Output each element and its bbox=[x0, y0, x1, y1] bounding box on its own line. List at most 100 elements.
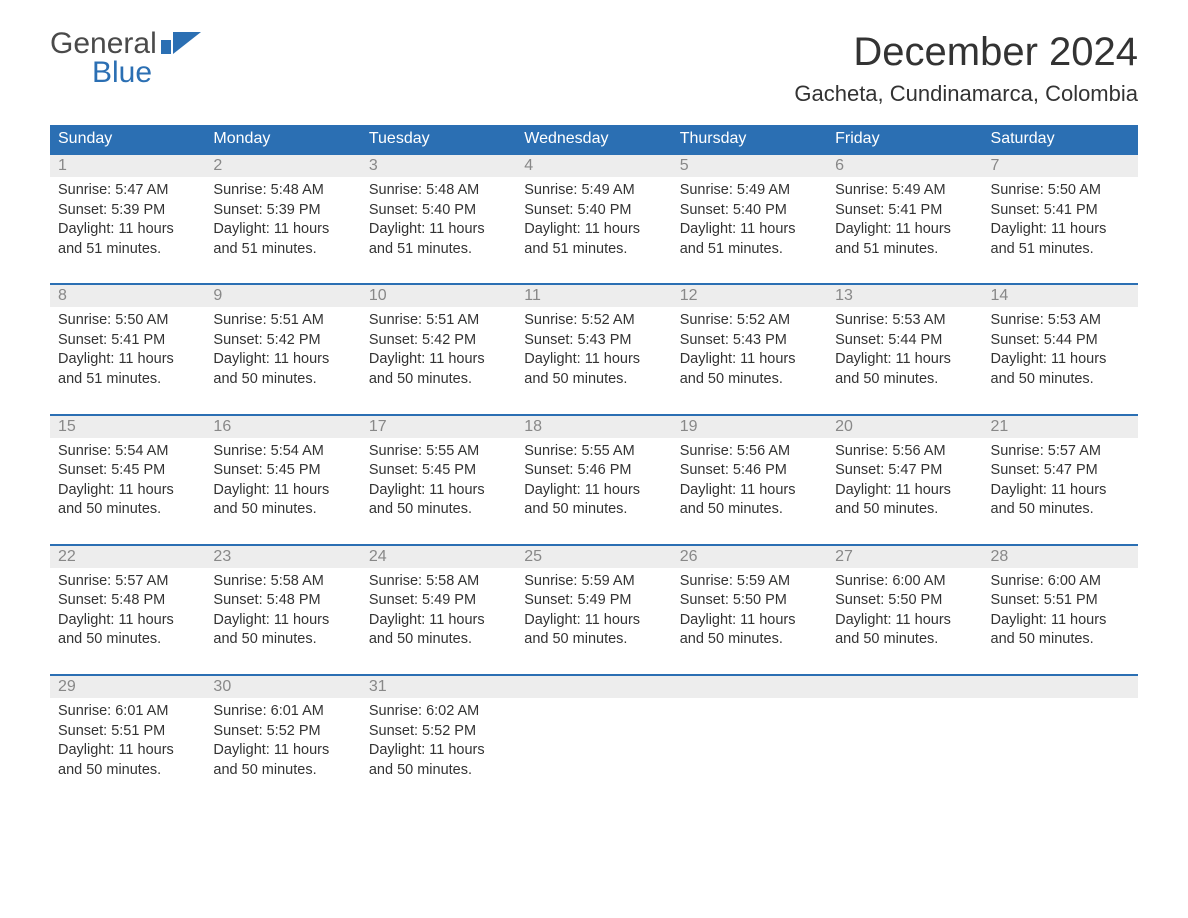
sunrise-text: Sunrise: 5:55 AM bbox=[524, 442, 663, 462]
daylight-line1: Daylight: 11 hours bbox=[369, 350, 508, 370]
day-number: 17 bbox=[361, 415, 516, 438]
daylight-line1: Daylight: 11 hours bbox=[58, 741, 197, 761]
daylight-line1: Daylight: 11 hours bbox=[680, 350, 819, 370]
daylight-line1: Daylight: 11 hours bbox=[524, 611, 663, 631]
sunset-text: Sunset: 5:51 PM bbox=[58, 722, 197, 742]
sunrise-text: Sunrise: 5:48 AM bbox=[369, 181, 508, 201]
day-number: 11 bbox=[516, 284, 671, 307]
week-daynum-row: 22232425262728 bbox=[50, 545, 1138, 568]
daylight-line1: Daylight: 11 hours bbox=[369, 481, 508, 501]
daylight-line1: Daylight: 11 hours bbox=[369, 741, 508, 761]
calendar-table: Sunday Monday Tuesday Wednesday Thursday… bbox=[50, 125, 1138, 804]
day-number: 8 bbox=[50, 284, 205, 307]
sunrise-text: Sunrise: 5:56 AM bbox=[680, 442, 819, 462]
sunset-text: Sunset: 5:39 PM bbox=[58, 201, 197, 221]
day-cell: Sunrise: 5:53 AMSunset: 5:44 PMDaylight:… bbox=[827, 307, 982, 414]
daylight-line1: Daylight: 11 hours bbox=[524, 220, 663, 240]
daylight-line2: and 50 minutes. bbox=[524, 370, 663, 390]
sunrise-text: Sunrise: 5:52 AM bbox=[680, 311, 819, 331]
day-cell: Sunrise: 5:59 AMSunset: 5:50 PMDaylight:… bbox=[672, 568, 827, 675]
day-number: 29 bbox=[50, 675, 205, 698]
sunset-text: Sunset: 5:49 PM bbox=[524, 591, 663, 611]
week-daynum-row: 293031 bbox=[50, 675, 1138, 698]
daylight-line1: Daylight: 11 hours bbox=[680, 611, 819, 631]
daylight-line2: and 50 minutes. bbox=[213, 630, 352, 650]
day-cell: Sunrise: 5:49 AMSunset: 5:40 PMDaylight:… bbox=[516, 177, 671, 284]
sunset-text: Sunset: 5:41 PM bbox=[991, 201, 1130, 221]
daylight-line2: and 50 minutes. bbox=[213, 370, 352, 390]
daylight-line1: Daylight: 11 hours bbox=[835, 220, 974, 240]
day-cell: Sunrise: 5:54 AMSunset: 5:45 PMDaylight:… bbox=[205, 438, 360, 545]
daylight-line2: and 51 minutes. bbox=[369, 240, 508, 260]
sunrise-text: Sunrise: 5:51 AM bbox=[369, 311, 508, 331]
day-number: 28 bbox=[983, 545, 1138, 568]
daylight-line1: Daylight: 11 hours bbox=[680, 481, 819, 501]
sunrise-text: Sunrise: 5:49 AM bbox=[524, 181, 663, 201]
daylight-line1: Daylight: 11 hours bbox=[369, 611, 508, 631]
day-cell: Sunrise: 5:48 AMSunset: 5:40 PMDaylight:… bbox=[361, 177, 516, 284]
week-daynum-row: 891011121314 bbox=[50, 284, 1138, 307]
day-cell: Sunrise: 5:57 AMSunset: 5:48 PMDaylight:… bbox=[50, 568, 205, 675]
sunrise-text: Sunrise: 6:00 AM bbox=[835, 572, 974, 592]
day-cell: Sunrise: 5:58 AMSunset: 5:48 PMDaylight:… bbox=[205, 568, 360, 675]
location-subtitle: Gacheta, Cundinamarca, Colombia bbox=[794, 81, 1138, 107]
logo: General Blue bbox=[50, 30, 201, 87]
day-number: 19 bbox=[672, 415, 827, 438]
sunset-text: Sunset: 5:48 PM bbox=[58, 591, 197, 611]
sunset-text: Sunset: 5:40 PM bbox=[369, 201, 508, 221]
daylight-line2: and 50 minutes. bbox=[58, 630, 197, 650]
day-cell: Sunrise: 5:53 AMSunset: 5:44 PMDaylight:… bbox=[983, 307, 1138, 414]
sunrise-text: Sunrise: 5:57 AM bbox=[58, 572, 197, 592]
sunrise-text: Sunrise: 6:01 AM bbox=[58, 702, 197, 722]
sunrise-text: Sunrise: 5:58 AM bbox=[213, 572, 352, 592]
daylight-line2: and 50 minutes. bbox=[991, 630, 1130, 650]
daylight-line1: Daylight: 11 hours bbox=[991, 350, 1130, 370]
daylight-line2: and 50 minutes. bbox=[369, 761, 508, 781]
sunrise-text: Sunrise: 5:50 AM bbox=[58, 311, 197, 331]
daylight-line2: and 51 minutes. bbox=[524, 240, 663, 260]
sunset-text: Sunset: 5:48 PM bbox=[213, 591, 352, 611]
daylight-line2: and 50 minutes. bbox=[680, 630, 819, 650]
daylight-line1: Daylight: 11 hours bbox=[680, 220, 819, 240]
daylight-line2: and 50 minutes. bbox=[524, 630, 663, 650]
sunset-text: Sunset: 5:45 PM bbox=[58, 461, 197, 481]
week-content-row: Sunrise: 5:50 AMSunset: 5:41 PMDaylight:… bbox=[50, 307, 1138, 414]
day-cell: Sunrise: 5:57 AMSunset: 5:47 PMDaylight:… bbox=[983, 438, 1138, 545]
day-number: 24 bbox=[361, 545, 516, 568]
col-saturday: Saturday bbox=[983, 125, 1138, 154]
sunrise-text: Sunrise: 6:00 AM bbox=[991, 572, 1130, 592]
week-content-row: Sunrise: 5:57 AMSunset: 5:48 PMDaylight:… bbox=[50, 568, 1138, 675]
day-number: 20 bbox=[827, 415, 982, 438]
sunset-text: Sunset: 5:43 PM bbox=[524, 331, 663, 351]
sunrise-text: Sunrise: 5:57 AM bbox=[991, 442, 1130, 462]
daylight-line2: and 50 minutes. bbox=[991, 500, 1130, 520]
day-number: 23 bbox=[205, 545, 360, 568]
day-cell: Sunrise: 5:49 AMSunset: 5:41 PMDaylight:… bbox=[827, 177, 982, 284]
day-cell bbox=[827, 698, 982, 804]
daylight-line1: Daylight: 11 hours bbox=[524, 481, 663, 501]
sunset-text: Sunset: 5:52 PM bbox=[369, 722, 508, 742]
logo-text-blue: Blue bbox=[92, 59, 201, 88]
sunset-text: Sunset: 5:45 PM bbox=[213, 461, 352, 481]
daylight-line2: and 51 minutes. bbox=[680, 240, 819, 260]
daylight-line2: and 50 minutes. bbox=[835, 370, 974, 390]
week-daynum-row: 15161718192021 bbox=[50, 415, 1138, 438]
month-title: December 2024 bbox=[794, 30, 1138, 75]
sunset-text: Sunset: 5:47 PM bbox=[835, 461, 974, 481]
daylight-line2: and 51 minutes. bbox=[58, 370, 197, 390]
day-number bbox=[516, 675, 671, 698]
day-cell bbox=[516, 698, 671, 804]
sunset-text: Sunset: 5:52 PM bbox=[213, 722, 352, 742]
day-cell: Sunrise: 5:50 AMSunset: 5:41 PMDaylight:… bbox=[50, 307, 205, 414]
daylight-line2: and 50 minutes. bbox=[524, 500, 663, 520]
day-cell: Sunrise: 6:00 AMSunset: 5:50 PMDaylight:… bbox=[827, 568, 982, 675]
sunset-text: Sunset: 5:43 PM bbox=[680, 331, 819, 351]
day-number: 4 bbox=[516, 154, 671, 177]
col-tuesday: Tuesday bbox=[361, 125, 516, 154]
sunrise-text: Sunrise: 5:55 AM bbox=[369, 442, 508, 462]
day-number bbox=[983, 675, 1138, 698]
sunrise-text: Sunrise: 5:53 AM bbox=[991, 311, 1130, 331]
daylight-line2: and 50 minutes. bbox=[213, 761, 352, 781]
sunset-text: Sunset: 5:40 PM bbox=[524, 201, 663, 221]
day-number: 22 bbox=[50, 545, 205, 568]
